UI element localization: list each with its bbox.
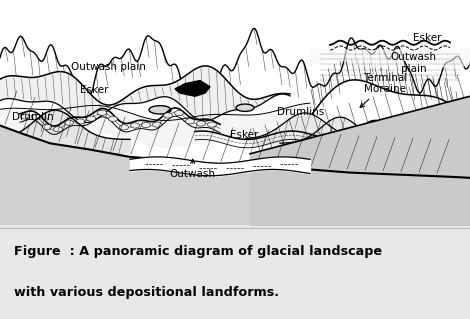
Ellipse shape [41,112,69,122]
Ellipse shape [109,116,118,122]
Ellipse shape [236,104,254,111]
Text: Drumlins: Drumlins [277,108,324,117]
Ellipse shape [76,119,85,124]
Text: Esker: Esker [230,130,258,140]
Ellipse shape [119,125,128,130]
Text: Esker: Esker [414,33,442,43]
Ellipse shape [196,121,205,126]
Text: Outwash plain: Outwash plain [70,63,146,72]
Text: Outwash: Outwash [170,159,216,179]
Ellipse shape [54,127,63,132]
Ellipse shape [207,122,217,127]
Polygon shape [175,80,210,96]
Text: Esker: Esker [80,85,108,95]
Ellipse shape [141,122,150,128]
Ellipse shape [131,123,140,128]
Ellipse shape [381,134,399,142]
Ellipse shape [31,114,40,119]
Text: Figure  : A panoramic diagram of glacial landscape: Figure : A panoramic diagram of glacial … [14,245,382,258]
Ellipse shape [42,124,52,130]
Ellipse shape [326,122,344,129]
Ellipse shape [149,106,171,114]
Ellipse shape [64,120,73,125]
Ellipse shape [86,116,95,121]
Text: with various depositional landforms.: with various depositional landforms. [14,286,279,299]
Text: Outwash
plain: Outwash plain [391,52,437,74]
Ellipse shape [21,114,30,119]
Ellipse shape [97,110,107,115]
Text: Terminal
Moraine: Terminal Moraine [360,73,407,108]
Ellipse shape [186,119,195,124]
Text: Drumlin: Drumlin [12,112,54,122]
Ellipse shape [174,110,183,116]
Ellipse shape [152,122,162,127]
Ellipse shape [164,113,172,118]
